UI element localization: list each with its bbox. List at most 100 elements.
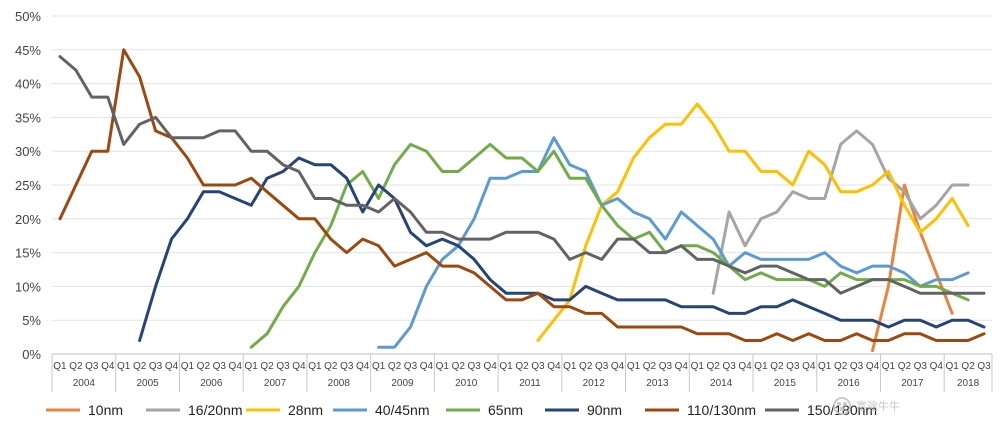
year-label: 2018 <box>957 378 980 389</box>
y-tick-label: 50% <box>15 9 41 24</box>
series-line-40-45nm <box>377 136 970 349</box>
quarter-tick-label: Q3 <box>276 361 290 372</box>
quarter-tick-label: Q3 <box>213 361 227 372</box>
quarter-tick-label: Q2 <box>898 361 912 372</box>
quarter-tick-label: Q3 <box>404 361 418 372</box>
y-axis: 0% 5% 10% 15% 20% 25% 30% 35% 40% 45% 50% <box>15 9 41 362</box>
quarter-tick-label: Q1 <box>372 361 386 372</box>
x-axis: Q1 Q2 Q3 Q4 Q1 Q2 Q3 Q4 Q1 Q2 Q3 Q4 Q1 Q2 Q3 Q4 Q1 Q2 Q3 Q4… <box>51 354 993 392</box>
series-line-16-20nm <box>711 129 970 295</box>
quarter-tick-label: Q2 <box>770 361 784 372</box>
legend-label: 65nm <box>488 402 523 418</box>
quarter-tick-label: Q4 <box>738 361 752 372</box>
quarter-tick-label: Q4 <box>483 361 497 372</box>
y-tick-label: 40% <box>15 77 41 92</box>
quarter-tick-label: Q2 <box>197 361 211 372</box>
year-label: 2008 <box>328 378 351 389</box>
y-tick-label: 15% <box>15 246 41 261</box>
year-label: 2011 <box>519 378 541 389</box>
legend-label: 40/45nm <box>375 402 429 418</box>
year-label: 2012 <box>583 378 606 389</box>
quarter-tick-label: Q4 <box>165 361 179 372</box>
quarter-tick-label: Q2 <box>961 361 975 372</box>
quarter-tick-label: Q2 <box>452 361 466 372</box>
quarter-tick-label: Q3 <box>850 361 864 372</box>
quarter-tick-label: Q4 <box>356 361 370 372</box>
quarter-tick-label: Q1 <box>882 361 896 372</box>
year-label: 2004 <box>73 378 96 389</box>
quarter-tick-label: Q4 <box>101 361 115 372</box>
quarter-tick-label: Q3 <box>659 361 673 372</box>
year-label: 2005 <box>136 378 159 389</box>
y-tick-label: 20% <box>15 212 41 227</box>
quarter-tick-label: Q1 <box>818 361 832 372</box>
series-line-150-180nm <box>58 55 986 295</box>
legend-label: 10nm <box>88 402 123 418</box>
gridlines <box>52 15 992 355</box>
quarter-tick-label: Q1 <box>563 361 577 372</box>
quarter-tick-label: Q2 <box>643 361 657 372</box>
y-tick-label: 10% <box>15 279 41 294</box>
series-line-110-130nm <box>58 48 986 342</box>
quarter-tick-label: Q4 <box>866 361 880 372</box>
year-label: 2010 <box>455 378 478 389</box>
legend-label: 28nm <box>288 402 323 418</box>
quarter-tick-label: Q4 <box>675 361 689 372</box>
year-label: 2009 <box>391 378 414 389</box>
quarter-tick-label: Q2 <box>324 361 338 372</box>
quarter-tick-label: Q4 <box>611 361 625 372</box>
quarter-tick-label: Q2 <box>260 361 274 372</box>
quarter-tick-label: Q3 <box>977 361 991 372</box>
quarter-tick-label: Q3 <box>595 361 609 372</box>
y-tick-label: 45% <box>15 43 41 58</box>
quarter-tick-label: Q1 <box>244 361 258 372</box>
quarter-tick-label: Q4 <box>229 361 243 372</box>
quarter-tick-label: Q1 <box>499 361 513 372</box>
legend-label: 90nm <box>587 402 622 418</box>
series-line-65nm <box>249 142 970 349</box>
quarter-tick-label: Q3 <box>531 361 545 372</box>
quarter-tick-label: Q2 <box>707 361 721 372</box>
quarter-tick-label: Q4 <box>802 361 816 372</box>
quarter-tick-label: Q3 <box>149 361 163 372</box>
quarter-tick-label: Q4 <box>292 361 306 372</box>
year-label: 2007 <box>264 378 287 389</box>
y-tick-label: 0% <box>22 347 41 362</box>
quarter-tick-label: Q2 <box>515 361 529 372</box>
quarter-tick-label: Q2 <box>388 361 402 372</box>
legend-label: 16/20nm <box>188 402 242 418</box>
y-tick-label: 5% <box>22 313 41 328</box>
quarter-tick-label: Q1 <box>53 361 67 372</box>
quarter-tick-label: Q4 <box>420 361 434 372</box>
quarter-tick-label: Q1 <box>691 361 705 372</box>
quarter-tick-label: Q1 <box>308 361 322 372</box>
quarter-tick-label: Q3 <box>340 361 354 372</box>
quarter-tick-label: Q1 <box>181 361 195 372</box>
legend-label: 110/130nm <box>687 402 756 418</box>
quarter-tick-label: Q3 <box>468 361 482 372</box>
quarter-tick-label: Q3 <box>722 361 736 372</box>
quarter-tick-label: Q4 <box>930 361 944 372</box>
quarter-tick-label: Q3 <box>914 361 928 372</box>
series-line-28nm <box>536 102 970 342</box>
quarter-tick-label: Q1 <box>627 361 641 372</box>
quarter-tick-label: Q1 <box>754 361 768 372</box>
legend: 10nm16/20nm28nm40/45nm65nm90nm110/130nm1… <box>46 402 877 418</box>
quarter-tick-label: Q2 <box>834 361 848 372</box>
year-label: 2013 <box>646 378 669 389</box>
quarter-tick-label: Q4 <box>547 361 561 372</box>
quarter-tick-label: Q1 <box>945 361 959 372</box>
year-label: 2014 <box>710 378 733 389</box>
quarter-tick-label: Q2 <box>133 361 147 372</box>
year-label: 2006 <box>200 378 223 389</box>
quarter-tick-label: Q1 <box>117 361 131 372</box>
quarter-tick-label: Q3 <box>786 361 800 372</box>
year-label: 2016 <box>837 378 860 389</box>
y-tick-label: 35% <box>15 110 41 125</box>
y-tick-label: 30% <box>15 144 41 159</box>
paw-icon <box>833 397 851 415</box>
quarter-tick-label: Q1 <box>436 361 450 372</box>
quarter-tick-label: Q2 <box>69 361 83 372</box>
